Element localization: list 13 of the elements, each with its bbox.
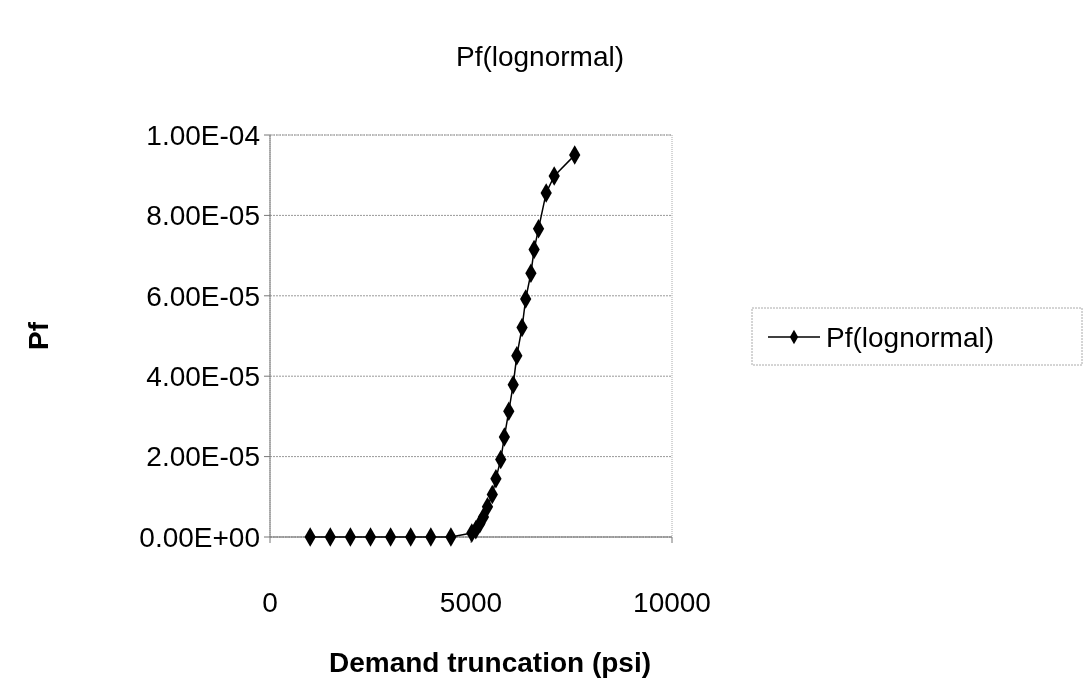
x-axis-title: Demand truncation (psi) bbox=[328, 647, 652, 678]
y-tick-label: 6.00E-05 bbox=[146, 280, 260, 312]
y-tick-label: 2.00E-05 bbox=[146, 441, 260, 473]
y-axis-title: Pf bbox=[23, 321, 54, 350]
y-tick-label: 0.00E+00 bbox=[139, 521, 260, 553]
y-tick-label: 8.00E-05 bbox=[146, 200, 260, 232]
y-tick-label: 4.00E-05 bbox=[146, 361, 260, 392]
y-tick-label: 1.00E-04 bbox=[146, 119, 260, 151]
x-tick-label: 10000 bbox=[633, 587, 711, 618]
x-tick-label: 0 bbox=[262, 587, 278, 618]
legend-label: Pf(lognormal) bbox=[826, 321, 995, 353]
x-tick-label: 5000 bbox=[439, 587, 503, 618]
chart-title: Pf(lognormal) bbox=[455, 41, 625, 72]
